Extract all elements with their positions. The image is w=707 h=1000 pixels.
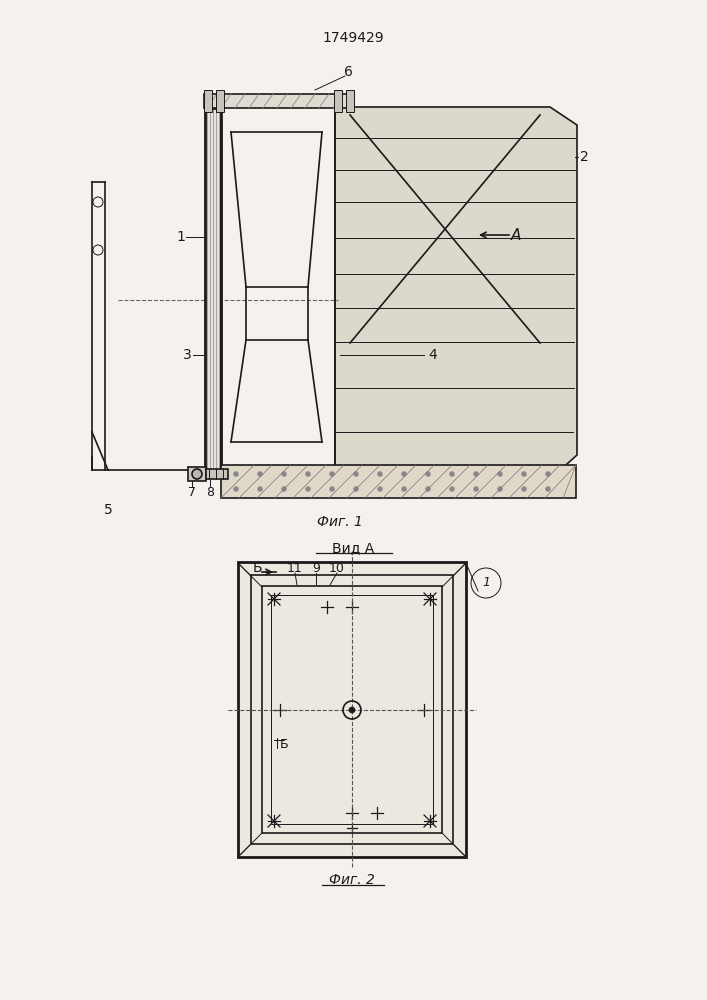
Text: 9: 9 (312, 562, 320, 574)
Circle shape (354, 472, 358, 477)
Circle shape (329, 487, 334, 491)
Text: 2: 2 (580, 150, 589, 164)
Circle shape (233, 472, 238, 477)
Circle shape (378, 472, 382, 477)
Circle shape (281, 472, 286, 477)
Circle shape (426, 487, 431, 491)
Bar (238, 562, 466, 857)
Circle shape (349, 707, 355, 713)
Text: 1749429: 1749429 (322, 31, 384, 45)
Circle shape (474, 472, 479, 477)
Text: 8: 8 (206, 486, 214, 498)
Circle shape (402, 487, 407, 491)
Text: 1: 1 (482, 576, 490, 589)
Circle shape (233, 487, 238, 491)
Text: 5: 5 (104, 503, 112, 517)
Polygon shape (335, 107, 577, 473)
Text: Б: Б (280, 738, 288, 752)
Text: 10: 10 (329, 562, 345, 574)
Bar (271, 595, 433, 824)
Circle shape (281, 487, 286, 491)
Text: 4: 4 (428, 348, 437, 362)
Circle shape (450, 487, 455, 491)
Bar (262, 586, 442, 833)
Circle shape (450, 472, 455, 477)
Bar (204, 94, 352, 108)
Circle shape (522, 472, 527, 477)
Bar (206, 469, 228, 479)
Circle shape (305, 472, 310, 477)
Circle shape (329, 472, 334, 477)
Bar (251, 575, 453, 844)
Text: Фиг. 2: Фиг. 2 (329, 873, 375, 887)
Text: 11: 11 (287, 562, 303, 574)
Bar (204, 90, 212, 112)
Circle shape (546, 487, 551, 491)
Text: 1: 1 (176, 230, 185, 244)
Text: 7: 7 (188, 486, 196, 498)
Text: Фиг. 1: Фиг. 1 (317, 515, 363, 529)
Circle shape (402, 472, 407, 477)
Circle shape (474, 487, 479, 491)
Circle shape (257, 487, 262, 491)
Circle shape (192, 469, 202, 479)
Circle shape (498, 472, 503, 477)
Circle shape (378, 487, 382, 491)
Circle shape (426, 472, 431, 477)
Bar (216, 90, 224, 112)
Text: А: А (511, 228, 521, 242)
Text: Б: Б (252, 561, 262, 575)
Bar (221, 465, 576, 498)
Bar (334, 90, 342, 112)
Circle shape (305, 487, 310, 491)
Circle shape (354, 487, 358, 491)
Text: 6: 6 (344, 65, 352, 79)
Circle shape (257, 472, 262, 477)
Circle shape (546, 472, 551, 477)
Bar (346, 90, 354, 112)
Bar (188, 467, 206, 481)
Text: 3: 3 (183, 348, 192, 362)
Circle shape (498, 487, 503, 491)
Circle shape (522, 487, 527, 491)
Bar (205, 108, 221, 473)
Text: Вид A: Вид A (332, 541, 374, 555)
